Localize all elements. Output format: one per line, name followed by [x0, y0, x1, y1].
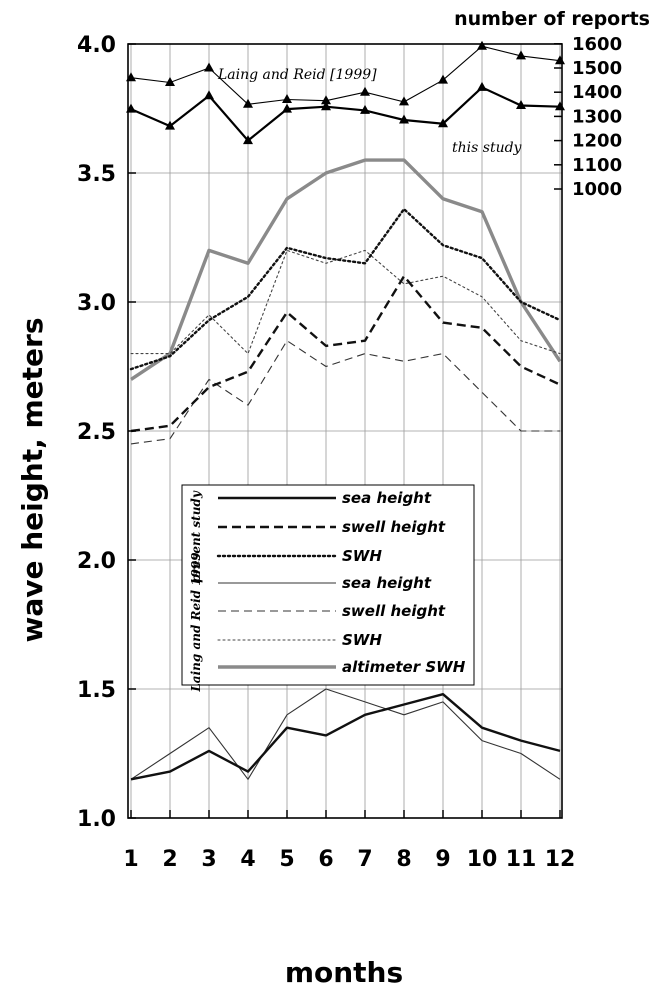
- legend: present study Laing and Reid 1999 sea he…: [181, 484, 475, 693]
- grid-lines: [128, 43, 562, 819]
- x-tick-label: 4: [240, 847, 255, 872]
- y-tick-label: 2.5: [77, 420, 116, 445]
- reports-marker-1: [321, 101, 331, 111]
- legend-box: [181, 484, 475, 686]
- series-line-0: [130, 693, 561, 781]
- reports-marker-1: [165, 120, 175, 130]
- y-tick-label: 2.0: [77, 549, 116, 574]
- reports-marker-0: [321, 95, 331, 105]
- reports-marker-0: [516, 50, 526, 60]
- legend-label-5: SWH: [342, 631, 382, 649]
- reports-marker-0: [438, 74, 448, 84]
- reports-marker-0: [477, 40, 487, 50]
- y-tick-label: 1.0: [77, 807, 116, 832]
- reports-marker-0: [204, 62, 214, 72]
- y-tick-label: 3.0: [77, 291, 116, 316]
- x-tick-label: 9: [435, 847, 450, 872]
- series-line-2: [129, 207, 562, 371]
- series-line-6: [130, 158, 562, 381]
- x-tick-label: 10: [467, 847, 498, 872]
- x-tick-label: 12: [545, 847, 576, 872]
- x-tick-label: 7: [357, 847, 372, 872]
- reports-marker-0: [282, 94, 292, 103]
- reports-marker-1: [282, 103, 292, 113]
- y2-tick-label: 1100: [572, 155, 622, 176]
- series-line-1: [130, 275, 561, 433]
- y-axis-title: wave height, meters: [16, 317, 49, 642]
- reports-marker-1: [204, 90, 214, 100]
- legend-label-1: swell height: [342, 518, 446, 536]
- x-tick-label: 6: [318, 847, 333, 872]
- legend-label-3: sea height: [342, 574, 432, 592]
- legend-label-6: altimeter SWH: [342, 658, 466, 676]
- legend-entries: sea height swell height SWH sea height swell…: [216, 489, 466, 676]
- y2-tick-label: 1200: [572, 131, 622, 152]
- reports-marker-1: [360, 104, 370, 114]
- reports-marker-1: [477, 81, 487, 91]
- annotation-this-study: this study: [452, 140, 523, 156]
- annotation-laing-reid: Laing and Reid [1999]: [217, 67, 377, 83]
- series-line-4: [130, 340, 560, 445]
- reports-marker-0: [555, 55, 565, 65]
- x-tick-label: 5: [279, 847, 294, 872]
- series-lines: [129, 158, 562, 781]
- reports-marker-1: [399, 114, 409, 124]
- reports-marker-0: [243, 98, 253, 108]
- legend-label-0: sea height: [342, 489, 432, 507]
- reports-marker-1: [438, 118, 448, 128]
- right-axis-title: number of reports: [454, 8, 650, 30]
- x-tick-label: 2: [162, 847, 177, 872]
- x-tick-label: 11: [506, 847, 537, 872]
- series-line-5: [130, 249, 561, 355]
- legend-label-4: swell height: [342, 602, 446, 620]
- x-axis-title: months: [285, 956, 403, 989]
- legend-group-laing-reid: Laing and Reid 1999: [189, 552, 203, 693]
- y-tick-label: 3.5: [77, 162, 116, 187]
- y2-tick-label: 1300: [572, 106, 622, 127]
- y2-tick-label: 1400: [572, 82, 622, 103]
- reports-marker-1: [516, 100, 526, 109]
- left-axis-ticks: 1.0 1.5 2.0 2.5 3.0 3.5 4.0: [77, 33, 136, 832]
- y2-tick-label: 1600: [572, 34, 622, 55]
- x-tick-label: 3: [201, 847, 216, 872]
- x-tick-label: 1: [123, 847, 138, 872]
- reports-line-0: [130, 45, 561, 105]
- legend-group-present-study: present study: [189, 490, 203, 583]
- reports-marker-1: [243, 135, 253, 145]
- reports-marker-0: [360, 86, 370, 96]
- y-tick-label: 4.0: [77, 33, 116, 58]
- y2-tick-label: 1000: [572, 179, 622, 200]
- x-axis-ticks: 1 2 3 4 5 6 7 8 9 10 11 12: [123, 810, 575, 872]
- y2-tick-label: 1500: [572, 58, 622, 79]
- y-tick-label: 1.5: [77, 678, 116, 703]
- reports-marker-0: [165, 77, 175, 86]
- right-axis-ticks: 1000 1100 1200 1300 1400 1500 1600: [554, 34, 622, 200]
- reports-marker-0: [399, 96, 409, 106]
- reports-line-1: [130, 86, 561, 143]
- reports-lines: [126, 40, 565, 145]
- x-tick-label: 8: [396, 847, 411, 872]
- series-line-3: [130, 688, 561, 780]
- legend-label-2: SWH: [342, 547, 382, 565]
